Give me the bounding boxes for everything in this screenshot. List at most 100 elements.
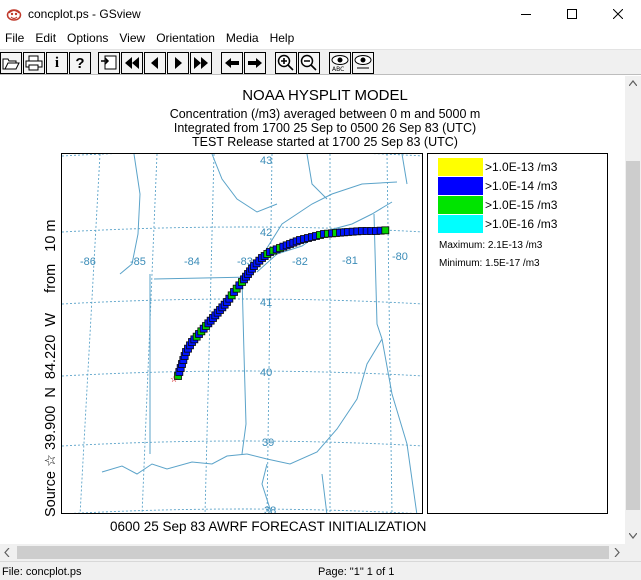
latitude-line <box>62 298 422 305</box>
goto-page-icon <box>101 55 117 70</box>
source-star-icon: ☆ <box>170 374 178 384</box>
scroll-left-icon[interactable] <box>4 548 10 557</box>
plot-subtitle-release: TEST Release started at 1700 25 Sep 83 (… <box>192 135 458 149</box>
longitude-label: -85 <box>130 256 146 268</box>
latitude-label: 38 <box>264 505 276 514</box>
concentration-map: 43 42 41 40 39 38 -86 -85 -84 -83 -82 -81 -80 ☆ <box>61 153 423 514</box>
legend-swatch-1e-13 <box>438 158 483 176</box>
legend-swatch-1e-14 <box>438 177 483 195</box>
last-page-button[interactable] <box>190 52 212 74</box>
latitude-label: 40 <box>260 367 272 379</box>
vertical-scroll-thumb[interactable] <box>626 161 640 510</box>
toolbar: i ? ABC <box>0 49 641 75</box>
latitude-label: 41 <box>260 297 272 309</box>
legend-label-1e-16: >1.0E-16 /m3 <box>485 217 558 231</box>
longitude-label: -81 <box>342 255 358 267</box>
maximize-icon <box>567 9 577 19</box>
plume-footprint: ☆ <box>170 226 390 384</box>
minimize-button[interactable] <box>503 0 549 28</box>
scroll-up-icon[interactable] <box>629 80 637 86</box>
svg-text:Source ☆ 39.900 N 84.220 W: Source ☆ 39.900 N 84.220 W from 10 m <box>43 220 59 518</box>
latitude-label: 39 <box>262 437 274 449</box>
latitude-line <box>62 370 422 377</box>
back-button[interactable] <box>221 52 243 74</box>
menu-options[interactable]: Options <box>67 31 109 45</box>
legend-panel: >1.0E-13 /m3 >1.0E-14 /m3 >1.0E-15 /m3 >… <box>427 153 608 514</box>
info-button[interactable]: i <box>46 52 68 74</box>
first-page-icon <box>125 57 139 69</box>
longitude-line <box>266 154 273 513</box>
plot-subtitle-concentration: Concentration (/m3) averaged between 0 m… <box>169 107 481 121</box>
longitude-label: -80 <box>392 251 408 263</box>
zoom-out-icon <box>300 54 317 71</box>
longitude-line <box>204 154 215 513</box>
longitude-line <box>386 154 393 513</box>
menu-orientation[interactable]: Orientation <box>156 31 215 45</box>
maximize-button[interactable] <box>549 0 595 28</box>
legend-label-1e-14: >1.0E-14 /m3 <box>485 179 558 193</box>
next-page-icon <box>175 57 182 69</box>
display-settings-button[interactable]: ABC <box>329 52 351 74</box>
view-button[interactable] <box>352 52 374 74</box>
open-button[interactable] <box>0 52 22 74</box>
menu-media[interactable]: Media <box>225 31 259 45</box>
latitude-line <box>62 154 422 157</box>
view-icon <box>354 55 372 69</box>
menu-help[interactable]: Help <box>269 31 295 45</box>
latitude-line <box>72 508 414 513</box>
zoom-in-button[interactable] <box>275 52 297 74</box>
minimum-value: Minimum: 1.5E-17 /m3 <box>439 258 540 269</box>
print-icon <box>25 55 43 71</box>
horizontal-scroll-thumb[interactable] <box>17 546 609 559</box>
longitude-line <box>79 154 101 513</box>
forward-button[interactable] <box>244 52 266 74</box>
minimize-icon <box>521 14 531 15</box>
close-icon <box>613 9 623 19</box>
previous-page-button[interactable] <box>144 52 166 74</box>
open-icon <box>2 58 20 70</box>
maximum-value: Maximum: 2.1E-13 /m3 <box>439 240 543 251</box>
longitude-label: -82 <box>292 256 308 268</box>
previous-page-icon <box>151 57 158 69</box>
menu-view[interactable]: View <box>119 31 146 45</box>
info-icon: i <box>54 54 60 71</box>
legend-swatch-1e-16 <box>438 215 483 233</box>
longitude-label: -84 <box>184 256 200 268</box>
window-title: concplot.ps - GSview <box>28 7 141 21</box>
longitude-label: -86 <box>80 256 96 268</box>
longitude-line <box>141 154 158 513</box>
plot-subtitle-integration: Integrated from 1700 25 Sep to 0500 26 S… <box>173 121 477 135</box>
plot-title: NOAA HYSPLIT MODEL <box>242 87 408 104</box>
latitude-label: 42 <box>260 227 272 239</box>
next-page-button[interactable] <box>167 52 189 74</box>
zoom-out-button[interactable] <box>298 52 320 74</box>
display-settings-icon: ABC <box>331 55 349 72</box>
goto-page-button[interactable] <box>98 52 120 74</box>
forward-icon <box>248 58 262 68</box>
title-bar: concplot.ps - GSview <box>0 0 641 28</box>
scroll-right-icon[interactable] <box>614 548 620 557</box>
svg-text:ABC: ABC <box>332 66 344 72</box>
latitude-label: 43 <box>260 155 272 167</box>
close-button[interactable] <box>595 0 641 28</box>
forecast-label: 0600 25 Sep 83 AWRF FORECAST INITIALIZAT… <box>110 519 427 534</box>
status-file: File: concplot.ps <box>2 566 82 578</box>
source-location-label: Source ☆ 39.900 N 84.220 W from 10 m <box>43 220 59 518</box>
map-graticule <box>62 154 422 513</box>
menu-edit[interactable]: Edit <box>35 31 57 45</box>
last-page-icon <box>194 57 208 69</box>
scroll-down-icon[interactable] <box>629 533 637 539</box>
back-icon <box>225 58 239 68</box>
plume-cell <box>381 226 390 235</box>
legend-label-1e-13: >1.0E-13 /m3 <box>485 160 558 174</box>
print-button[interactable] <box>23 52 45 74</box>
help-icon: ? <box>75 54 85 72</box>
document-view[interactable]: NOAA HYSPLIT MODEL Concentration (/m3) a… <box>0 76 625 544</box>
legend-swatch-1e-15 <box>438 196 483 214</box>
gsview-app-icon <box>6 9 22 21</box>
menu-file[interactable]: File <box>5 31 25 45</box>
help-button[interactable]: ? <box>69 52 91 74</box>
first-page-button[interactable] <box>121 52 143 74</box>
